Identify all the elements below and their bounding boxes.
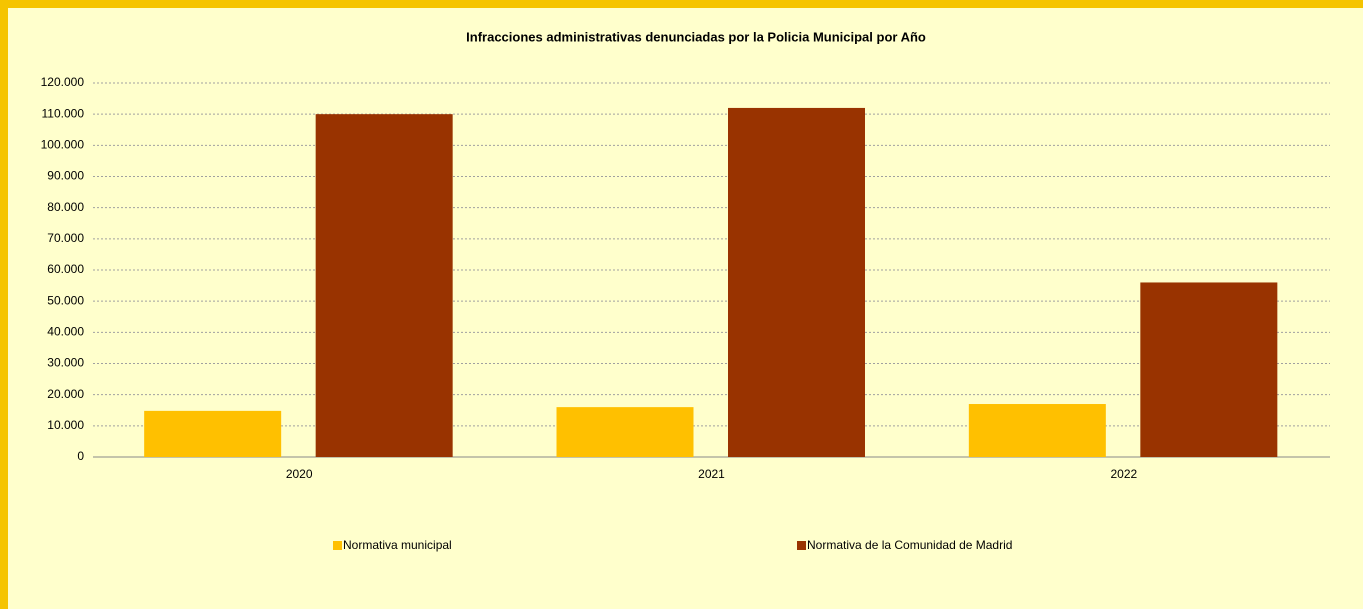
y-tick-label: 10.000 (47, 418, 84, 432)
bar (315, 114, 453, 458)
x-tick-label: 2022 (1110, 467, 1137, 481)
y-tick-label: 80.000 (47, 200, 84, 214)
y-tick-label: 50.000 (47, 293, 84, 307)
chart-title: Infracciones administrativas denunciadas… (466, 29, 926, 44)
y-tick-label: 30.000 (47, 356, 84, 370)
bar (968, 404, 1106, 457)
background (8, 8, 1363, 609)
y-tick-label: 40.000 (47, 325, 84, 339)
y-tick-label: 20.000 (47, 387, 84, 401)
y-tick-label: 70.000 (47, 231, 84, 245)
y-tick-label: 90.000 (47, 169, 84, 183)
y-tick-label: 100.000 (41, 138, 85, 152)
y-tick-label: 120.000 (41, 75, 85, 89)
legend-swatch (333, 541, 342, 550)
legend-label: Normativa municipal (343, 538, 452, 552)
x-tick-label: 2020 (286, 467, 313, 481)
bar (728, 107, 865, 457)
bar (556, 407, 694, 457)
y-tick-label: 110.000 (42, 106, 85, 120)
legend-swatch (797, 541, 806, 550)
x-tick-label: 2021 (698, 467, 725, 481)
y-tick-label: 0 (77, 449, 84, 463)
legend-label: Normativa de la Comunidad de Madrid (807, 538, 1012, 552)
bar (144, 410, 282, 457)
bar (1140, 282, 1278, 457)
y-tick-label: 60.000 (47, 262, 84, 276)
